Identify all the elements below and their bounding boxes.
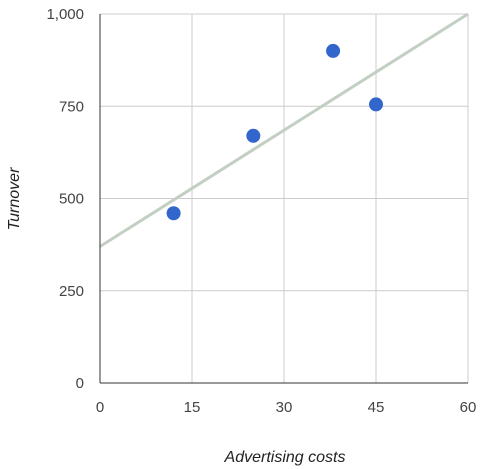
x-tick-label: 30 <box>276 399 293 416</box>
y-tick-label: 250 <box>59 283 84 300</box>
grid <box>100 14 468 383</box>
y-tick-label: 0 <box>76 375 84 392</box>
y-tick-label: 750 <box>59 98 84 115</box>
y-axis-title: Turnover <box>6 167 23 231</box>
data-point[interactable] <box>246 129 260 143</box>
x-tick-label: 15 <box>184 399 201 416</box>
y-tick-label: 1,000 <box>46 6 84 23</box>
data-point[interactable] <box>167 206 181 220</box>
y-tick-label: 500 <box>59 191 84 208</box>
data-points <box>167 44 383 220</box>
data-point[interactable] <box>326 44 340 58</box>
x-tick-label: 45 <box>368 399 385 416</box>
x-tick-label: 0 <box>96 399 104 416</box>
tick-labels: 0 15 30 45 60 0 250 500 750 1,000 <box>46 6 476 416</box>
x-axis-title: Advertising costs <box>224 449 346 466</box>
x-tick-label: 60 <box>460 399 477 416</box>
data-point[interactable] <box>369 97 383 111</box>
